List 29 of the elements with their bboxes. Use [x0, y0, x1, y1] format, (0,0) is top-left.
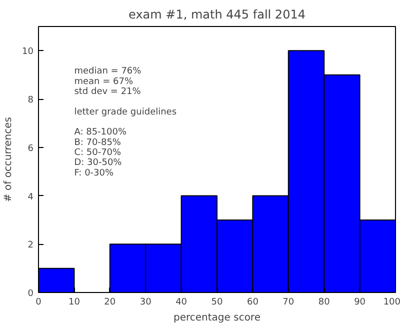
chart-title: exam #1, math 445 fall 2014 — [128, 8, 306, 22]
annotation: std dev = 21% — [74, 87, 142, 98]
y-tick-label: 4 — [28, 192, 34, 202]
x-tick-label: 10 — [68, 298, 80, 308]
annotation: A: 85-100% — [74, 128, 127, 138]
annotation: D: 30-50% — [74, 158, 122, 168]
y-tick-label: 8 — [28, 96, 34, 106]
x-tick-label: 40 — [176, 298, 188, 308]
x-axis-title: percentage score — [174, 312, 260, 324]
annotation: letter grade guidelines — [74, 107, 177, 118]
y-tick-label: 10 — [22, 47, 34, 58]
x-tick-label: 50 — [211, 298, 223, 308]
x-tick-label: 90 — [354, 298, 366, 308]
x-tick-label: 20 — [104, 298, 116, 308]
annotation: C: 50-70% — [74, 148, 122, 158]
annotation: mean = 67% — [74, 76, 134, 87]
annotation: B: 70-85% — [74, 138, 122, 148]
x-tick-label: 30 — [140, 298, 152, 308]
y-tick-label: 2 — [28, 240, 34, 251]
y-tick-label: 0 — [28, 289, 34, 299]
x-tick-label: 80 — [318, 298, 330, 308]
y-tick-label: 6 — [28, 144, 34, 154]
x-tick-label: 0 — [36, 298, 42, 308]
x-tick-label: 70 — [282, 298, 294, 308]
annotation: median = 76% — [74, 66, 142, 77]
x-tick-label: 100 — [383, 298, 400, 308]
annotation: F: 0-30% — [74, 168, 114, 178]
y-axis-title: # of occurrences — [3, 116, 14, 202]
x-tick-label: 60 — [246, 298, 259, 308]
